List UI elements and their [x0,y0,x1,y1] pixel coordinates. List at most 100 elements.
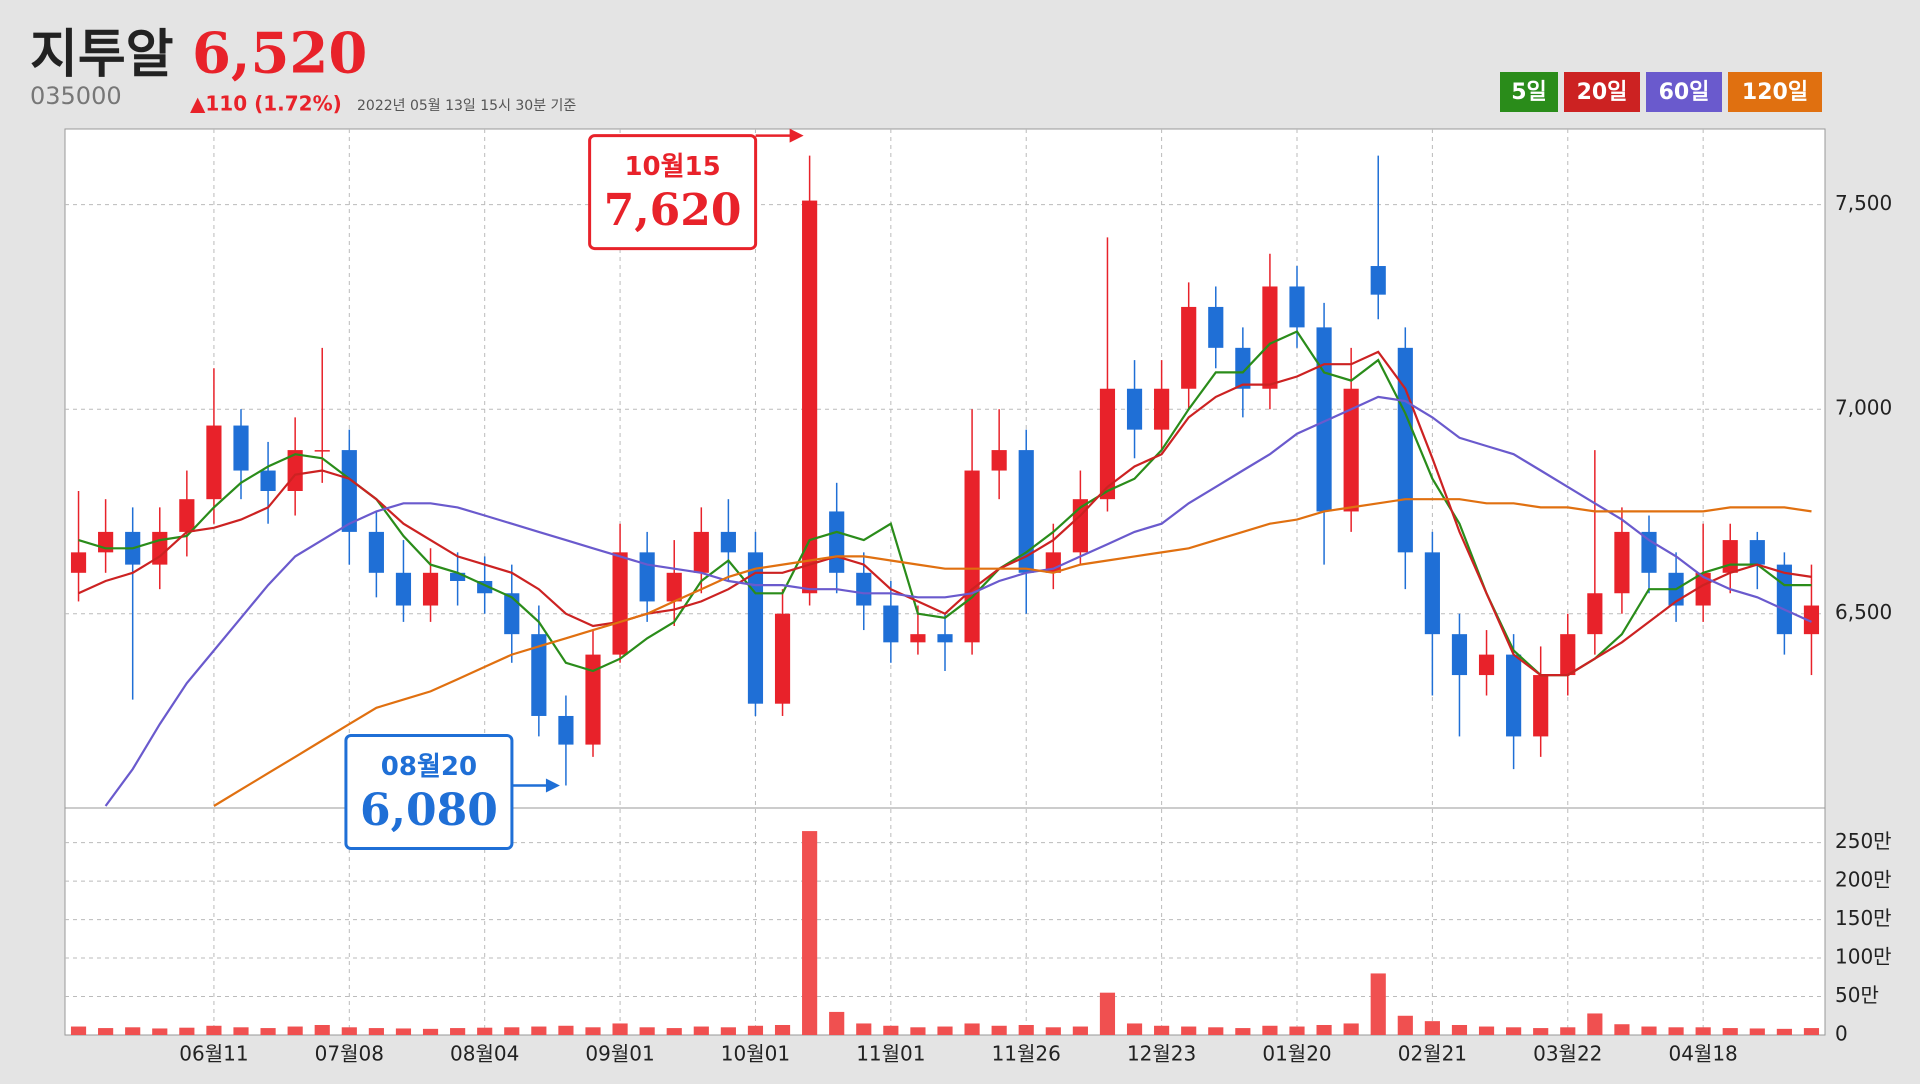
x-tick-label: 01월20 [1262,1042,1331,1066]
candle-body [341,450,357,532]
volume-bar [774,1024,791,1035]
volume-bar [802,831,818,1035]
volume-bar [720,1027,736,1035]
candle-body [937,634,953,643]
volume-bar [964,1023,980,1035]
volume-bar [1451,1024,1468,1035]
x-tick-label: 10월01 [721,1042,790,1066]
candle-body [1181,306,1197,389]
stock-price: 6,520 [192,21,367,87]
volume-bar [1289,1026,1305,1035]
legend-swatch [1728,72,1822,112]
annotation-arrowhead [789,128,804,143]
x-tick-label: 12월23 [1127,1042,1196,1066]
volume-bar [1614,1024,1630,1035]
volume-bar [1072,1026,1088,1035]
volume-bar [504,1027,520,1035]
volume-bar [1316,1024,1332,1035]
x-tick-label: 11월01 [856,1042,925,1066]
x-tick-label: 09월01 [585,1042,654,1066]
volume-bar [1181,1026,1197,1035]
volume-bar [260,1028,276,1035]
volume-bar [910,1027,926,1035]
volume-bar [1560,1027,1576,1035]
volume-bar [666,1028,682,1035]
volume-bar [883,1025,899,1035]
volume-bar [450,1028,466,1035]
legend-swatch [1646,72,1722,112]
volume-bar [70,1026,87,1035]
candle-body [531,634,547,716]
stock-code: 035000 [30,82,122,110]
candle-body [368,531,384,573]
candle-body [774,613,791,704]
volume-bar [125,1027,141,1035]
x-tick-label: 11월26 [992,1042,1061,1066]
legend-label: 5일 [1511,80,1547,105]
candle-body [666,572,682,602]
candle-body [720,531,736,553]
candle-body [1154,388,1170,430]
candle-body [1289,286,1305,328]
legend-swatch [1564,72,1640,112]
volume-bar [1343,1023,1359,1035]
ma-line [104,395,1812,807]
candle-body [612,552,628,655]
volume-bar [233,1027,249,1035]
y2-tick-label: 250만 [1835,829,1892,853]
volume-bar [1154,1025,1170,1035]
candle-body [1370,266,1386,295]
annotation-value: 7,620 [604,185,742,236]
candle-body [693,531,709,573]
volume-bar [1235,1028,1251,1035]
y2-tick-label: 200만 [1835,868,1892,892]
candle-body [964,470,980,643]
candle-body [395,572,412,606]
candle-body [1614,531,1630,594]
candle-body [450,572,466,581]
volume-bar [1668,1027,1684,1035]
candle-body [1749,540,1765,565]
y-tick-label: 7,500 [1835,191,1892,215]
ma-line [78,350,1812,677]
x-tick-label: 06월11 [179,1042,248,1066]
candle-body [1803,605,1820,635]
volume-bar [558,1025,574,1035]
volume-bar [937,1026,953,1035]
volume-bar [1506,1027,1522,1035]
candle-body [314,450,330,452]
candle-body [1478,654,1495,676]
volume-bar [152,1028,168,1035]
volume-bar [693,1026,709,1035]
volume-bar [1045,1027,1061,1035]
volume-bar [639,1027,655,1035]
x-tick-label: 07월08 [315,1042,384,1066]
candle-body [1018,450,1034,573]
x-tick-label: 08월04 [450,1042,519,1066]
volume-bar [1722,1028,1738,1035]
volume-bar [179,1027,195,1035]
y-tick-label: 6,500 [1835,600,1892,624]
legend-swatch [1500,72,1558,112]
candle-body [802,200,818,594]
volume-bar [1478,1026,1495,1035]
volume-bar [1208,1027,1224,1035]
candle-body [1533,675,1549,737]
y2-tick-label: 150만 [1835,906,1892,930]
candle-body [1397,347,1413,553]
volume-bar [395,1028,412,1035]
volume-bar [829,1011,845,1035]
annotation-box [588,134,758,251]
candle-body [179,499,195,532]
y2-tick-label: 0 [1835,1022,1848,1046]
volume-bar [314,1024,330,1035]
candle-body [991,450,1007,471]
candle-body [1208,306,1224,348]
volume-bar [747,1025,764,1035]
candle-body [233,425,249,471]
volume-bar [1587,1013,1603,1035]
candle-body [1722,540,1738,573]
candle-body [1506,654,1522,737]
volume-bar [1099,992,1116,1035]
